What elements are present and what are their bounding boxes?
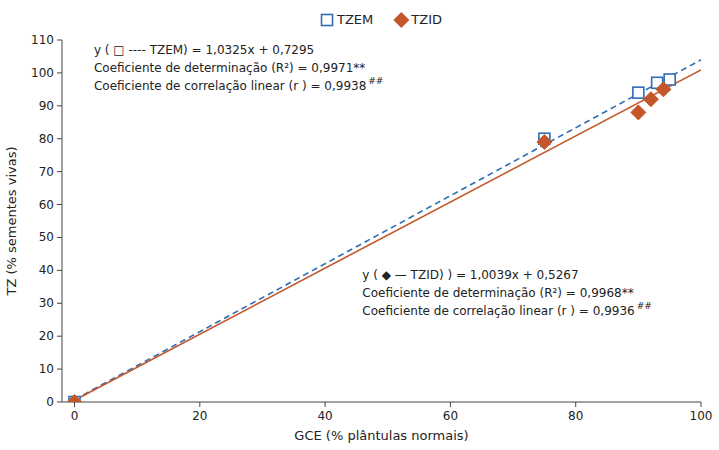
x-tick-label: 0 (71, 409, 79, 423)
scatter-point (633, 87, 644, 98)
x-tick (325, 402, 326, 407)
scatter-point (537, 135, 552, 150)
y-tick (57, 72, 62, 73)
annotation: Coeficiente de determinação (R²) = 0,997… (94, 61, 365, 75)
y-tick (57, 138, 62, 139)
chart: 0 20 40 60 80 100 0 10 20 30 40 50 60 70 80 90 100 110 GCE… (0, 0, 719, 450)
y-tick (57, 40, 62, 41)
annotation: y ( ◆ — TZID) ) = 1,0039x + 0,5267 (362, 268, 578, 282)
x-axis-line (62, 402, 701, 403)
y-tick (57, 336, 62, 337)
y-tick-label: 80 (39, 132, 54, 146)
x-axis-label: GCE (% plântulas normais) (294, 428, 468, 443)
x-tick (701, 402, 702, 407)
scatter-point (67, 395, 82, 403)
annotation-superscript: ## (368, 76, 383, 86)
scatter-point (656, 82, 671, 97)
annotation: Coeficiente de correlação linear (r ) = … (362, 304, 634, 318)
fit-line (75, 60, 701, 400)
x-tick-label: 40 (317, 409, 332, 423)
y-tick (57, 369, 62, 370)
axes: 0 20 40 60 80 100 0 10 20 30 40 50 60 70 80 90 100 110 (31, 33, 712, 423)
marks (67, 60, 701, 402)
annotation-superscript: ## (637, 301, 652, 311)
y-tick-label: 60 (39, 198, 54, 212)
annotation: y ( □ ---- TZEM) = 1,0325x + 0,7295 (94, 43, 314, 57)
y-tick-label: 50 (39, 230, 54, 244)
legend: TZEM TZID (322, 12, 442, 28)
scatter-series (67, 82, 671, 402)
annotation: Coeficiente de correlação linear (r ) = … (94, 79, 366, 93)
y-tick-label: 90 (39, 99, 54, 113)
y-tick (57, 204, 62, 205)
legend-symbol (322, 15, 333, 26)
annotation: Coeficiente de determinação (R²) = 0,996… (362, 286, 633, 300)
x-tick-label: 60 (443, 409, 458, 423)
y-tick-label: 110 (31, 33, 54, 47)
x-tick (450, 402, 451, 407)
legend-label: TZID (410, 12, 442, 27)
annotations: y ( □ ---- TZEM) = 1,0325x + 0,7295 Coefi… (94, 43, 652, 318)
scatter-point (664, 74, 675, 85)
x-tick-label: 80 (568, 409, 583, 423)
x-tick (199, 402, 200, 407)
x-tick (575, 402, 576, 407)
y-tick-label: 100 (31, 66, 54, 80)
y-axis-label: TZ (% sementes vivas) (4, 146, 19, 296)
y-tick (57, 105, 62, 106)
y-tick (57, 171, 62, 172)
y-tick-label: 10 (39, 362, 54, 376)
y-tick-label: 20 (39, 329, 54, 343)
x-tick (74, 402, 75, 407)
scatter-series (69, 74, 675, 402)
scatter-point (631, 105, 646, 120)
y-tick (57, 237, 62, 238)
fit-line (75, 70, 701, 400)
scatter-point (643, 92, 658, 107)
legend-item: TZEM (322, 12, 374, 27)
y-tick (57, 270, 62, 271)
y-tick-label: 40 (39, 263, 54, 277)
y-tick (57, 402, 62, 403)
y-tick (57, 303, 62, 304)
x-tick-label: 100 (690, 409, 713, 423)
y-tick-label: 0 (46, 395, 54, 409)
legend-symbol (394, 13, 409, 28)
x-tick-label: 20 (192, 409, 207, 423)
y-axis-line (62, 40, 63, 402)
y-tick-label: 70 (39, 165, 54, 179)
y-tick-label: 30 (39, 296, 54, 310)
legend-label: TZEM (336, 12, 373, 27)
legend-item: TZID (394, 12, 442, 28)
